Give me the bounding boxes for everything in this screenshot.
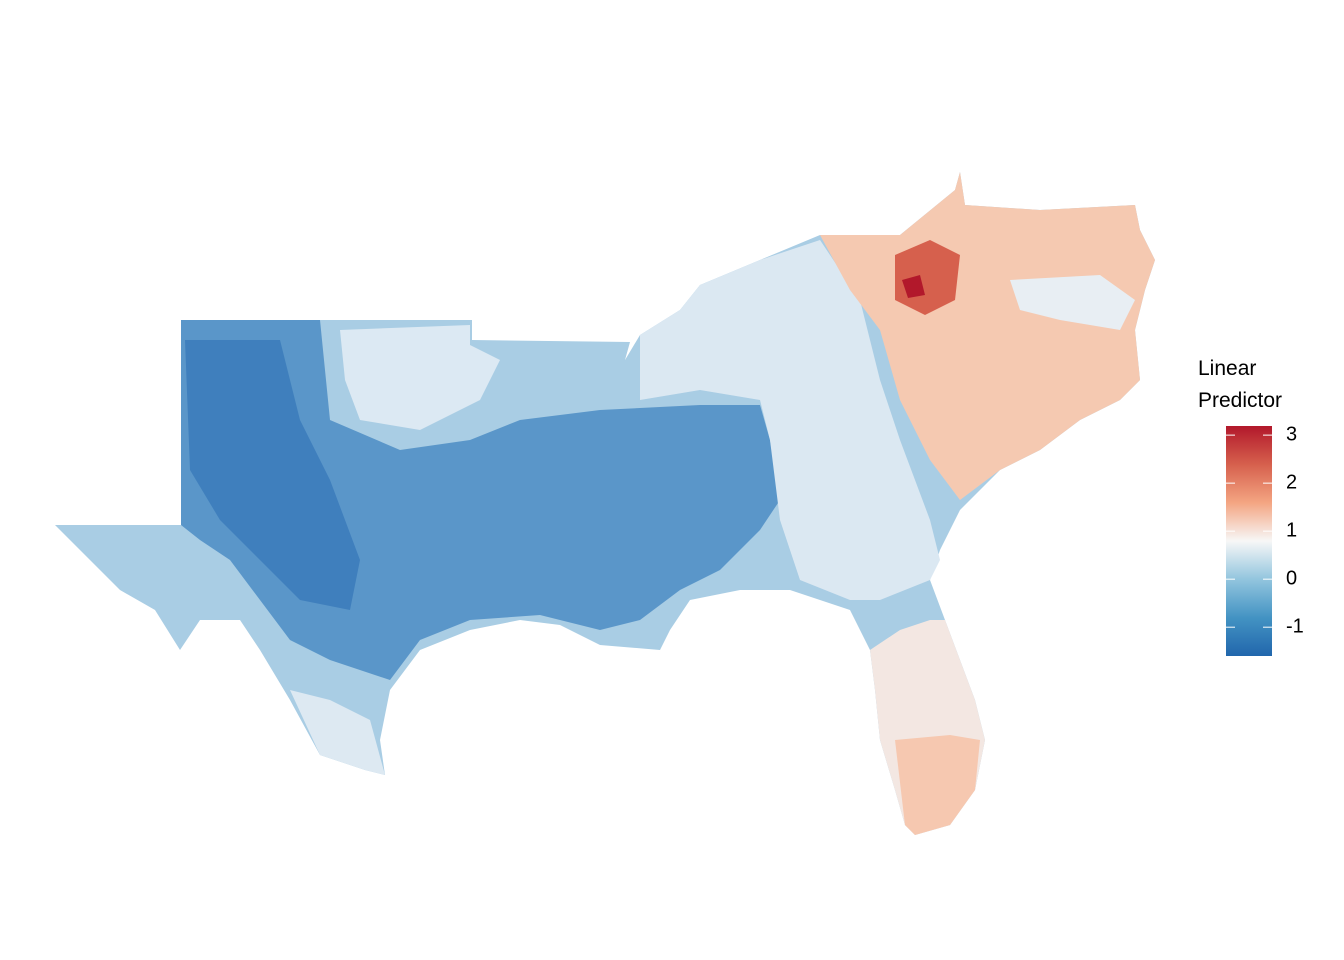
tick-label: 2 — [1286, 471, 1297, 493]
coastal-plain — [1010, 275, 1135, 330]
legend: Linear Predictor 3 2 1 0 -1 — [1198, 357, 1304, 656]
oklahoma-light — [340, 325, 500, 430]
colorbar — [1226, 426, 1272, 656]
legend-title: Predictor — [1198, 389, 1282, 412]
south-texas — [290, 690, 385, 775]
texas-core — [185, 340, 360, 610]
legend-title: Linear — [1198, 357, 1256, 380]
tick-label: 0 — [1286, 567, 1297, 589]
map — [55, 172, 1155, 835]
hotspot-core — [902, 275, 925, 298]
tick-label: -1 — [1286, 615, 1304, 637]
south-florida — [895, 735, 980, 835]
tick-label: 1 — [1286, 519, 1297, 541]
tick-label: 3 — [1286, 423, 1297, 445]
tennessee-georgia — [640, 240, 940, 600]
